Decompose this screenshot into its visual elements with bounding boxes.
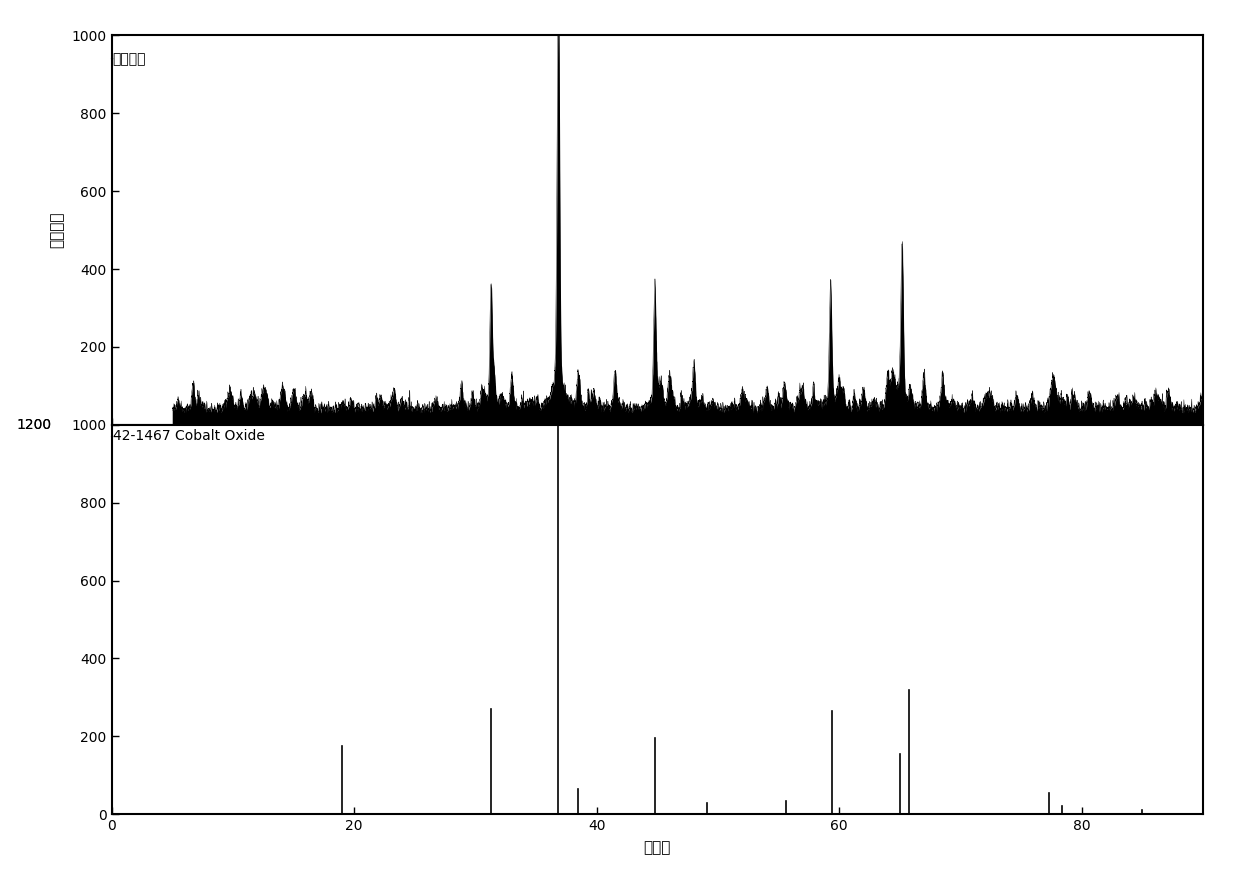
Y-axis label: 衍射强度: 衍射强度 <box>50 212 64 249</box>
Text: 检测样品: 检测样品 <box>113 51 146 65</box>
X-axis label: 衍射角: 衍射角 <box>644 840 671 855</box>
Text: 1200: 1200 <box>16 418 52 432</box>
Text: 1200: 1200 <box>16 418 52 432</box>
Text: 42-1467 Cobalt Oxide: 42-1467 Cobalt Oxide <box>113 429 264 443</box>
